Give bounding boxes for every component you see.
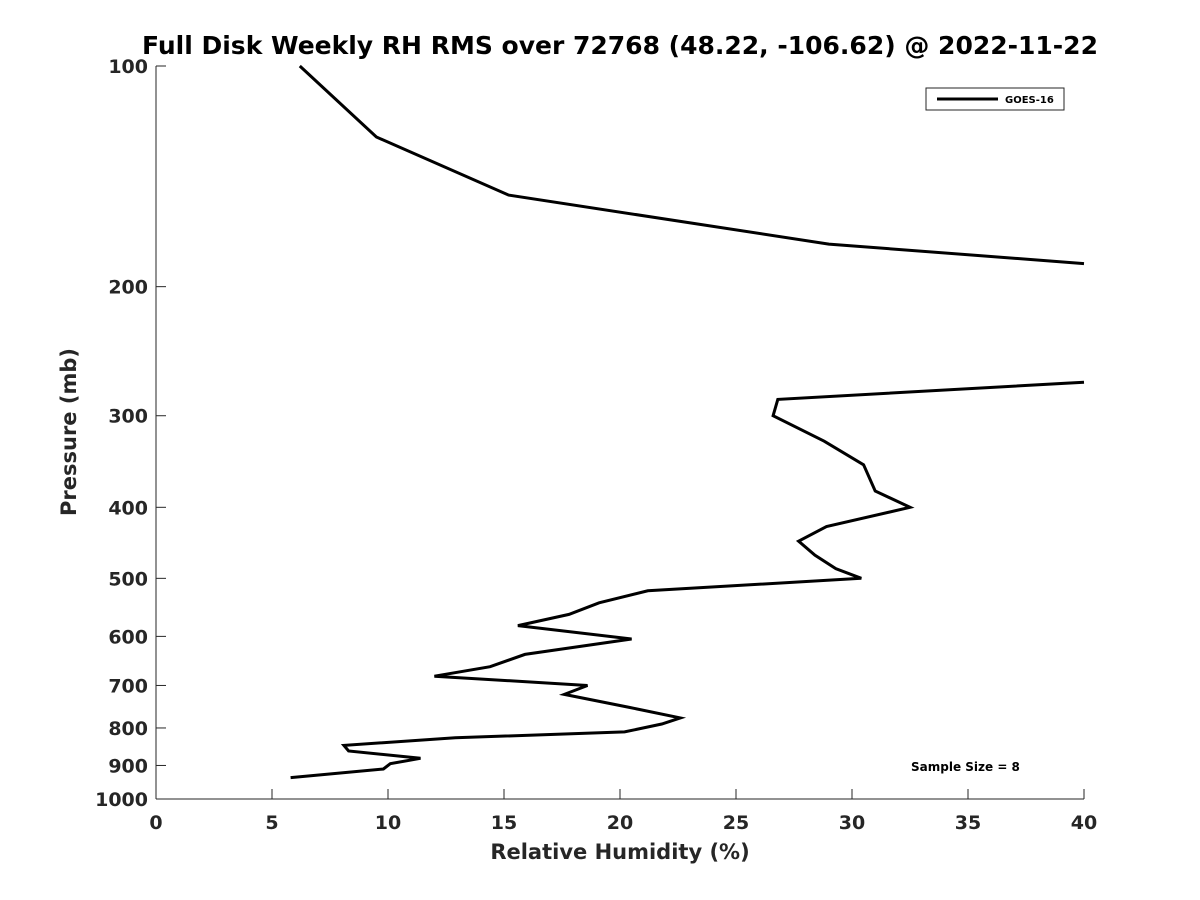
x-tick-label: 20 — [607, 812, 633, 834]
series-line-goes-16 — [298, 64, 1085, 266]
x-tick-label: 10 — [375, 812, 401, 834]
x-tick-label: 0 — [149, 812, 162, 834]
x-axis-label: Relative Humidity (%) — [490, 840, 749, 864]
y-tick-label: 600 — [108, 626, 148, 648]
x-tick-label: 40 — [1071, 812, 1097, 834]
chart-title: Full Disk Weekly RH RMS over 72768 (48.2… — [142, 31, 1098, 60]
x-tick-label: 30 — [839, 812, 865, 834]
x-tick-label: 35 — [955, 812, 981, 834]
y-tick-label: 800 — [108, 718, 148, 740]
y-tick-label: 700 — [108, 675, 148, 697]
x-tick-label: 15 — [491, 812, 517, 834]
y-tick-label: 100 — [108, 56, 148, 78]
sample-size-annotation: Sample Size = 8 — [911, 760, 1020, 774]
y-tick-label: 1000 — [95, 789, 148, 811]
y-axis-label: Pressure (mb) — [57, 348, 81, 516]
y-tick-label: 500 — [108, 568, 148, 590]
y-tick-label: 400 — [108, 497, 148, 519]
legend-label-goes-16: GOES-16 — [1005, 95, 1054, 106]
series-group — [290, 64, 1085, 780]
legend: GOES-16 — [925, 87, 1065, 111]
x-ticks: 0 5 10 15 20 25 30 35 40 — [149, 789, 1097, 834]
y-tick-label: 200 — [108, 277, 148, 299]
x-tick-label: 25 — [723, 812, 749, 834]
y-tick-label: 900 — [108, 755, 148, 777]
series-line-goes-16 — [290, 380, 1085, 780]
x-tick-label: 5 — [265, 812, 278, 834]
y-tick-label: 300 — [108, 406, 148, 428]
axes — [155, 66, 1084, 800]
y-ticks: 100 200 300 400 500 600 700 800 900 1000 — [95, 56, 166, 811]
